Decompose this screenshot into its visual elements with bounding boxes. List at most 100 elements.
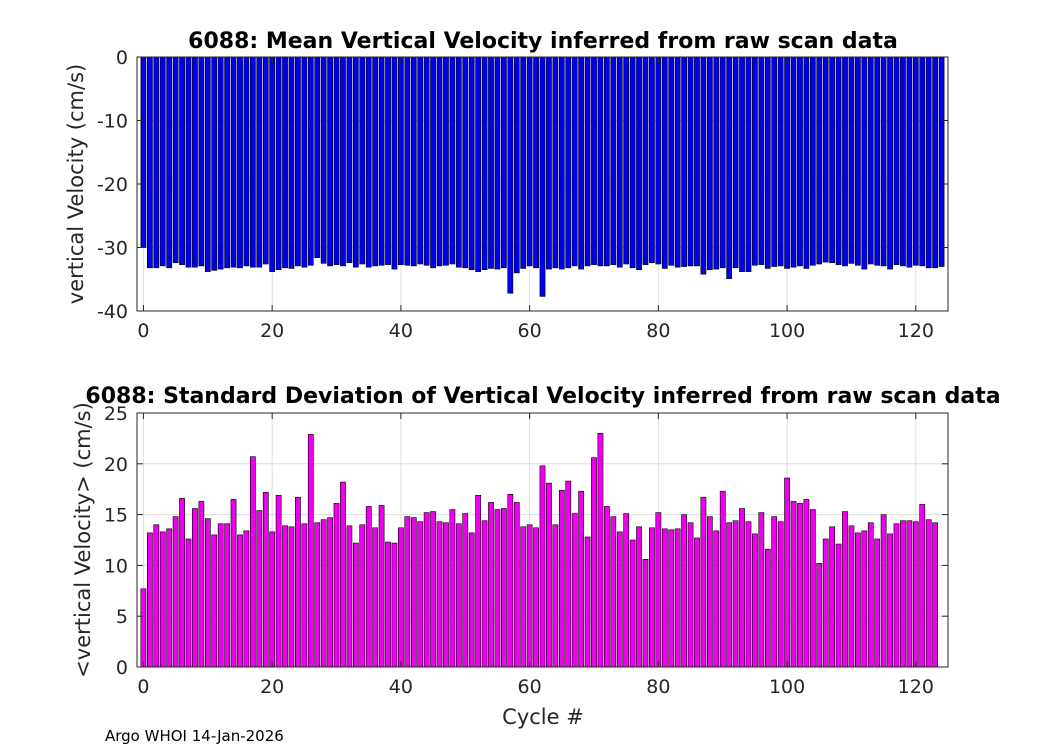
x-tick-label: 20 <box>260 320 284 342</box>
mean-velocity-bar <box>674 56 681 268</box>
std-velocity-bar <box>642 558 649 668</box>
std-velocity-bar <box>275 494 282 668</box>
std-velocity-bar <box>243 530 250 668</box>
std-velocity-bar <box>488 502 494 668</box>
std-velocity-bar <box>816 563 823 668</box>
std-velocity-bar <box>700 497 707 668</box>
mean-velocity-bar <box>764 56 771 269</box>
std-velocity-bar <box>649 527 655 668</box>
x-tick-label: 20 <box>260 676 284 698</box>
std-velocity-bar <box>880 514 887 668</box>
std-velocity-bar <box>842 511 848 668</box>
mean-velocity-bar <box>198 56 205 267</box>
mean-velocity-bar <box>526 56 533 267</box>
std-velocity-bar <box>674 528 681 668</box>
mean-velocity-bar <box>204 56 211 272</box>
x-tick-label: 100 <box>769 676 805 698</box>
std-velocity-bar <box>372 527 379 668</box>
std-velocity-bar <box>526 524 533 668</box>
y-tick-label: -10 <box>97 111 128 133</box>
std-velocity-bar <box>565 480 572 668</box>
std-velocity-bar <box>147 532 153 668</box>
std-velocity-bar <box>340 481 346 668</box>
mean-velocity-bar <box>262 56 269 265</box>
mean-velocity-bar <box>494 56 501 270</box>
y-tick-label: 0 <box>116 47 128 69</box>
footer-credit: Argo WHOI 14-Jan-2026 <box>105 727 284 745</box>
std-velocity-bar <box>391 542 398 668</box>
std-velocity-bar <box>829 526 836 668</box>
mean-velocity-bar <box>166 56 173 269</box>
std-velocity-bar <box>558 489 565 668</box>
std-velocity-bar <box>694 537 700 668</box>
mean-velocity-bar <box>533 56 539 269</box>
x-tick-labels: 0 20 40 60 80 100 120 <box>137 413 934 698</box>
mean-velocity-bar <box>719 56 726 269</box>
mean-velocity-bar <box>398 56 404 265</box>
std-velocity-bar <box>546 482 552 668</box>
mean-velocity-bar <box>417 56 424 265</box>
mean-velocity-bar <box>481 56 488 271</box>
mean-velocity-bar <box>288 56 295 269</box>
mean-velocity-bar <box>816 56 823 265</box>
std-velocity-bar <box>365 506 372 668</box>
mean-velocity-bar <box>211 56 218 271</box>
bottom-y-axis-label: <vertical Velocity> (cm/s) <box>71 402 95 678</box>
x-tick-label: 100 <box>769 320 805 342</box>
mean-velocity-bar <box>546 56 552 270</box>
std-velocity-bar <box>925 519 932 668</box>
std-velocity-bar <box>436 521 443 668</box>
std-velocity-bar <box>584 536 591 668</box>
std-velocity-bar <box>269 531 276 668</box>
mean-velocity-bar <box>217 56 224 270</box>
mean-velocity-bar <box>314 56 321 258</box>
std-velocity-bar <box>192 508 198 668</box>
mean-velocity-bar <box>571 56 578 267</box>
x-tick-label: 120 <box>898 320 934 342</box>
mean-velocity-bar <box>842 56 848 267</box>
std-velocity-bar <box>719 490 726 668</box>
mean-velocity-bar <box>925 56 932 269</box>
mean-velocity-bar <box>552 56 559 269</box>
bottom-chart-title: 6088: Standard Deviation of Vertical Vel… <box>85 384 1000 409</box>
mean-velocity-bar <box>320 56 327 264</box>
std-velocity-bar <box>320 519 327 668</box>
std-velocity-bar <box>211 534 218 668</box>
mean-velocity-bar <box>661 56 668 269</box>
mean-velocity-bar <box>333 56 340 265</box>
mean-velocity-bar <box>423 56 430 266</box>
x-tick-label: 80 <box>646 676 670 698</box>
mean-velocity-bar <box>153 56 160 269</box>
std-velocity-bar <box>616 531 623 668</box>
std-velocity-bar <box>475 494 482 668</box>
mean-velocity-bar <box>591 56 597 265</box>
mean-velocity-bar <box>243 56 250 267</box>
mean-velocity-bar <box>404 56 411 266</box>
std-velocity-bar <box>809 509 816 668</box>
mean-velocity-bar <box>848 56 855 264</box>
mean-velocity-bar <box>822 56 829 263</box>
std-velocity-bar <box>288 526 295 668</box>
mean-velocity-bar <box>829 56 836 264</box>
mean-velocity-bar <box>578 56 584 270</box>
mean-velocity-bar <box>835 56 842 265</box>
std-velocity-bar <box>301 523 308 668</box>
mean-velocity-bar <box>301 56 308 268</box>
std-velocity-bar <box>745 521 752 668</box>
std-velocity-bar <box>900 520 906 668</box>
mean-velocity-bar <box>436 56 443 267</box>
mean-velocity-bar <box>893 56 900 265</box>
mean-velocity-bar <box>539 56 546 297</box>
mean-velocity-bar <box>713 56 720 270</box>
mean-velocity-bar <box>700 56 707 275</box>
std-velocity-bar <box>179 498 185 668</box>
mean-velocity-bar <box>372 56 379 267</box>
y-tick-label: -20 <box>97 174 128 196</box>
mean-velocity-bar <box>752 56 758 266</box>
mean-velocity-bar <box>224 56 230 269</box>
std-velocity-bar <box>430 511 436 668</box>
mean-velocity-bar <box>249 56 256 268</box>
std-velocity-bar <box>378 505 385 668</box>
std-velocity-bar <box>404 516 411 668</box>
